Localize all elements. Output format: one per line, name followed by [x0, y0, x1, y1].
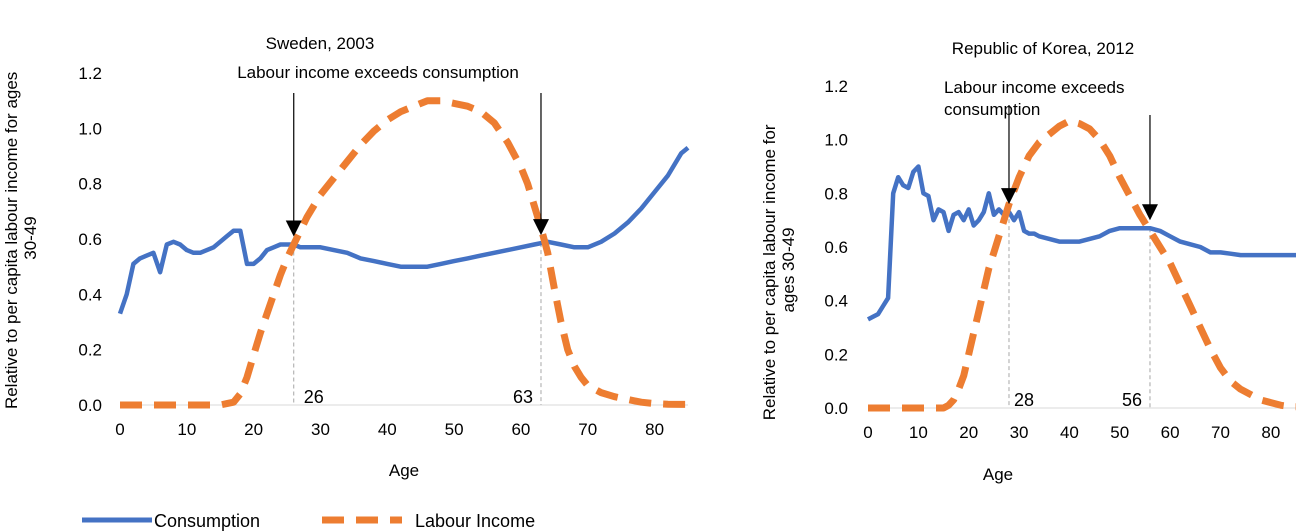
x-tick-labels: 0 10 20 30 40 50 60 70 80: [863, 423, 1280, 442]
annotation-arrow-head: [1000, 188, 1017, 205]
x-tick-label: 80: [1261, 423, 1280, 442]
y-tick-label: 0.6: [824, 238, 848, 257]
series-lines: [117, 97, 690, 409]
series-lines: [866, 117, 1296, 412]
x-tick-label: 20: [959, 423, 978, 442]
x-tick-label: 50: [445, 420, 464, 439]
x-tick-label: 20: [244, 420, 263, 439]
crossover-age-label: 63: [513, 387, 533, 407]
annotation-arrow-head: [1141, 204, 1158, 221]
y-axis-label: Relative to per capita labour income for…: [760, 120, 798, 421]
chart-korea: Republic of Korea, 2012 Labour income ex…: [760, 39, 1296, 484]
annotation-text: Labour income exceeds consumption: [237, 63, 519, 82]
chart-title: Republic of Korea, 2012: [952, 39, 1134, 58]
x-tick-label: 70: [578, 420, 597, 439]
x-tick-label: 10: [909, 423, 928, 442]
x-tick-label: 30: [311, 420, 330, 439]
crossover-guides: [1008, 212, 1151, 408]
y-tick-label: 0.2: [78, 341, 102, 360]
series-labour-income-line: [120, 97, 688, 409]
annotation-arrows: [285, 93, 549, 237]
y-axis-label-part: Relative to per capita labour income for…: [2, 72, 21, 409]
crossover-age-label: 28: [1014, 390, 1034, 410]
y-tick-label: 0.4: [78, 285, 102, 304]
x-tick-label: 0: [115, 420, 124, 439]
crossover-age-label: 56: [1122, 390, 1142, 410]
chart-title: Sweden, 2003: [266, 34, 375, 53]
crossover-labels: 28 56: [1014, 390, 1142, 410]
annotation-arrow-head: [285, 220, 302, 237]
y-tick-label: 0.8: [824, 184, 848, 203]
x-tick-label: 70: [1211, 423, 1230, 442]
x-tick-label: 30: [1010, 423, 1029, 442]
y-axis-label-part: 30-49: [21, 216, 40, 259]
x-tick-label: 50: [1110, 423, 1129, 442]
y-tick-label: 1.0: [824, 131, 848, 150]
x-tick-label: 0: [863, 423, 872, 442]
x-tick-label: 40: [378, 420, 397, 439]
series-consumption-line: [866, 164, 1296, 322]
y-tick-label: 1.2: [824, 77, 848, 96]
y-tick-label: 0.0: [78, 396, 102, 415]
x-tick-labels: 0 10 20 30 40 50 60 70 80: [115, 420, 664, 439]
x-axis-label: Age: [389, 461, 419, 480]
y-tick-labels: 0.0 0.2 0.4 0.6 0.8 1.0 1.2: [824, 77, 848, 418]
y-tick-label: 0.6: [78, 230, 102, 249]
y-tick-label: 1.0: [78, 119, 102, 138]
legend: Consumption Labour Income: [82, 511, 535, 531]
y-tick-label: 0.8: [78, 175, 102, 194]
y-axis-label: Relative to per capita labour income for…: [2, 67, 40, 409]
x-tick-label: 60: [1161, 423, 1180, 442]
x-tick-label: 10: [177, 420, 196, 439]
crossover-labels: 26 63: [304, 387, 533, 407]
y-tick-labels: 0.0 0.2 0.4 0.6 0.8 1.0 1.2: [78, 64, 102, 415]
x-axis-label: Age: [983, 465, 1013, 484]
y-axis-label-part: Relative to per capita labour income for: [760, 124, 779, 420]
x-tick-label: 40: [1060, 423, 1079, 442]
series-labour-income-line: [868, 117, 1296, 412]
y-axis-label-part: ages 30-49: [779, 227, 798, 312]
annotation-arrows: [1000, 105, 1158, 221]
annotation-text-line2: consumption: [944, 100, 1040, 119]
y-tick-label: 0.0: [824, 399, 848, 418]
annotation-arrow-head: [532, 219, 549, 236]
x-tick-label: 60: [511, 420, 530, 439]
chart-sweden: Sweden, 2003 Labour income exceeds consu…: [2, 34, 690, 480]
legend-labour-income-label: Labour Income: [415, 511, 535, 531]
crossover-guides: [293, 243, 542, 405]
legend-consumption-label: Consumption: [154, 511, 260, 531]
y-tick-label: 0.2: [824, 345, 848, 364]
series-consumption-line: [117, 145, 690, 315]
annotation-text-line1: Labour income exceeds: [944, 78, 1125, 97]
y-tick-label: 1.2: [78, 64, 102, 83]
x-tick-label: 80: [645, 420, 664, 439]
y-tick-label: 0.4: [824, 292, 848, 311]
crossover-age-label: 26: [304, 387, 324, 407]
